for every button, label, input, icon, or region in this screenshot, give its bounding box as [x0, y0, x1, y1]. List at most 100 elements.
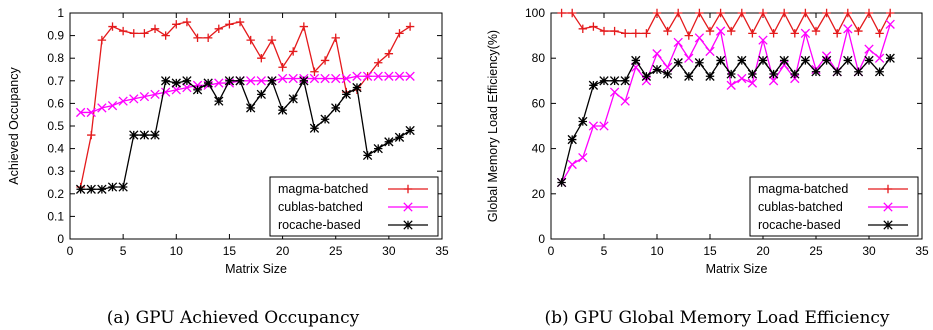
data-point-rocache-based [652, 64, 662, 75]
data-point-cublas-batched [288, 73, 298, 84]
data-point-rocache-based [384, 137, 394, 147]
data-point-cublas-batched [97, 103, 107, 113]
data-point-cublas-batched [726, 80, 736, 90]
data-point-cublas-batched [256, 76, 266, 86]
y-axis-label: Achieved Occupancy [7, 67, 21, 185]
data-point-rocache-based [246, 103, 256, 113]
data-point-cublas-batched [139, 91, 150, 102]
data-point-magma-batched [833, 29, 842, 38]
data-point-magma-batched [843, 8, 852, 18]
legend-label-cublas-batched: cublas-batched [278, 200, 363, 214]
data-point-magma-batched [97, 35, 107, 45]
series-line-magma-batched [561, 11, 891, 38]
data-point-rocache-based [320, 114, 330, 124]
data-point-rocache-based [821, 55, 832, 66]
data-point-cublas-batched [567, 159, 577, 170]
data-point-cublas-batched [821, 51, 832, 61]
data-point-magma-batched [599, 26, 609, 36]
data-point-magma-batched [652, 8, 662, 18]
data-point-cublas-batched [182, 82, 192, 93]
y-tick-label: 0.6 [47, 96, 64, 110]
data-point-rocache-based [620, 76, 630, 86]
data-point-rocache-based [609, 76, 620, 86]
x-tick-label: 20 [276, 244, 290, 258]
data-point-cublas-batched [331, 73, 341, 84]
data-point-cublas-batched [362, 71, 373, 81]
data-point-magma-batched [684, 31, 693, 40]
data-point-magma-batched [674, 8, 683, 18]
data-point-magma-batched [320, 56, 330, 65]
data-point-rocache-based [97, 184, 107, 194]
legend-marker-magma-batched [883, 184, 893, 194]
x-tick-label: 0 [67, 244, 74, 258]
data-point-magma-batched [395, 29, 404, 38]
x-tick-label: 35 [915, 244, 929, 258]
data-point-magma-batched [87, 130, 96, 140]
data-point-magma-batched [737, 8, 746, 18]
data-point-rocache-based [182, 76, 192, 86]
data-point-rocache-based [373, 143, 383, 154]
data-point-rocache-based [758, 55, 768, 66]
data-point-magma-batched [642, 29, 651, 38]
y-tick-label: 0.1 [47, 209, 64, 223]
data-point-rocache-based [352, 82, 362, 93]
data-point-cublas-batched [129, 94, 139, 104]
data-point-rocache-based [235, 76, 245, 86]
legend-marker-rocache-based [403, 220, 413, 230]
data-point-magma-batched [182, 17, 192, 27]
data-point-cublas-batched [75, 107, 86, 118]
data-point-cublas-batched [885, 19, 895, 29]
data-point-rocache-based [747, 69, 758, 79]
legend-label-cublas-batched: cublas-batched [758, 200, 843, 214]
data-point-magma-batched [695, 8, 704, 18]
data-point-rocache-based [224, 76, 235, 86]
plot-frame [550, 12, 923, 240]
data-point-magma-batched [769, 29, 778, 38]
data-point-rocache-based [309, 123, 320, 133]
data-point-rocache-based [118, 182, 128, 192]
data-point-rocache-based [885, 53, 895, 63]
data-point-cublas-batched [405, 71, 415, 81]
data-point-rocache-based [588, 80, 599, 90]
series-line-cublas-batched [80, 75, 411, 114]
data-point-rocache-based [832, 67, 842, 77]
data-point-rocache-based [192, 85, 203, 95]
data-point-rocache-based [811, 67, 821, 77]
data-point-cublas-batched [843, 24, 853, 34]
data-point-magma-batched [140, 29, 149, 38]
data-point-cublas-batched [758, 35, 768, 45]
data-point-rocache-based [599, 76, 609, 86]
data-point-rocache-based [631, 55, 641, 66]
data-point-magma-batched [811, 26, 821, 36]
data-point-cublas-batched [652, 49, 662, 59]
data-point-cublas-batched [277, 73, 288, 84]
data-point-cublas-batched [599, 121, 609, 131]
data-point-cublas-batched [578, 152, 588, 163]
data-point-rocache-based [673, 58, 683, 68]
data-point-rocache-based [567, 134, 577, 145]
x-tick-label: 35 [435, 244, 449, 258]
data-point-rocache-based [405, 125, 415, 136]
data-point-cublas-batched [246, 76, 256, 86]
data-point-rocache-based [75, 184, 86, 194]
data-point-magma-batched [705, 26, 715, 36]
data-point-magma-batched [801, 8, 810, 18]
legend-marker-rocache-based [883, 220, 893, 230]
data-point-magma-batched [875, 29, 884, 38]
data-point-magma-batched [886, 8, 895, 18]
data-point-rocache-based [715, 55, 726, 66]
data-point-cublas-batched [373, 71, 383, 81]
data-point-cublas-batched [737, 73, 747, 84]
y-tick-label: 0.7 [47, 74, 64, 88]
x-axis-label: Matrix Size [225, 262, 287, 276]
data-point-magma-batched [864, 8, 874, 18]
x-tick-label: 20 [756, 244, 770, 258]
chart-global-memory-load-efficiency: 0 5 10 15 20 25 30 35 0 20 40 60 80 100 Matrix Size Glo… [486, 6, 929, 328]
data-point-magma-batched [118, 26, 128, 36]
data-point-magma-batched [822, 8, 831, 18]
series-rocache-based [75, 76, 415, 194]
series-line-magma-batched [79, 21, 411, 188]
data-point-rocache-based [267, 76, 277, 86]
data-point-cublas-batched [790, 73, 800, 84]
data-point-cublas-batched [620, 96, 630, 106]
